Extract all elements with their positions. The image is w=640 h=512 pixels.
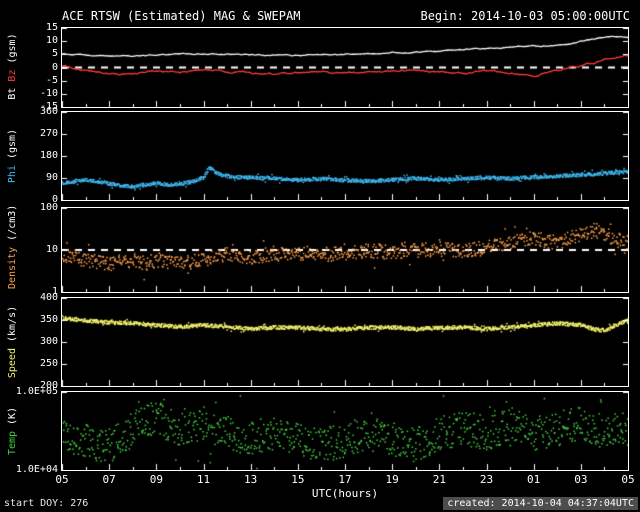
temp-unit-label: (K) bbox=[7, 406, 18, 425]
y-tick-label-mag: -10 bbox=[39, 87, 58, 99]
x-tick-label: 05 bbox=[55, 473, 69, 486]
panel-temp bbox=[61, 391, 629, 471]
y-tick-label-mag: 5 bbox=[51, 48, 58, 60]
y-tick-label-phi: 270 bbox=[39, 128, 58, 139]
panel-phi bbox=[61, 111, 629, 201]
y-tick-label-speed: 250 bbox=[39, 358, 58, 369]
y-tick-label-speed: 400 bbox=[39, 292, 58, 303]
y-tick-label-density: 10 bbox=[45, 244, 58, 255]
y-tick-label-mag: 15 bbox=[45, 22, 58, 33]
y-tick-label-temp: 1.0E+04 bbox=[15, 464, 58, 475]
y-tick-label-speed: 350 bbox=[39, 314, 58, 325]
x-tick-label: 23 bbox=[479, 473, 494, 486]
mag-plot-canvas bbox=[62, 28, 628, 107]
temp-label: Temp bbox=[7, 430, 18, 456]
x-tick-label: 07 bbox=[102, 473, 116, 486]
y-tick-label-speed: 200 bbox=[39, 380, 58, 391]
y-tick-label-density: 1 bbox=[51, 286, 58, 297]
y-tick-label-speed: 300 bbox=[39, 336, 58, 347]
x-tick-label: 05 bbox=[621, 473, 635, 486]
created-timestamp: created: 2014-10-04 04:37:04UTC bbox=[443, 497, 638, 510]
y-tick-label-phi: 0 bbox=[51, 194, 58, 205]
phi-plot-canvas bbox=[62, 112, 628, 200]
y-tick-label-mag: -5 bbox=[45, 74, 58, 86]
y-tick-label-phi: 360 bbox=[39, 106, 58, 117]
temp-plot-canvas bbox=[62, 392, 628, 470]
speed-plot-canvas bbox=[62, 298, 628, 386]
y-tick-label-mag: -15 bbox=[39, 101, 58, 112]
panel-density bbox=[61, 207, 629, 293]
x-tick-label: 01 bbox=[527, 473, 541, 486]
x-tick-label: 13 bbox=[244, 473, 258, 486]
density-plot-canvas bbox=[62, 208, 628, 292]
y-axis-label-temp: Temp (K) bbox=[5, 392, 21, 470]
x-tick-label: 09 bbox=[149, 473, 163, 486]
x-tick-label: 11 bbox=[196, 473, 211, 486]
y-tick-label-phi: 180 bbox=[39, 150, 58, 161]
panel-mag bbox=[61, 27, 629, 108]
x-axis-title: UTC(hours) bbox=[311, 487, 379, 500]
y-tick-label-mag: 0 bbox=[51, 61, 58, 73]
page-title: ACE RTSW (Estimated) MAG & SWEPAM bbox=[62, 9, 301, 23]
x-tick-label: 15 bbox=[291, 473, 305, 486]
x-tick-label: 17 bbox=[338, 473, 352, 486]
x-tick-label: 19 bbox=[385, 473, 399, 486]
x-tick-label: 03 bbox=[574, 473, 588, 486]
y-tick-label-temp: 1.0E+05 bbox=[15, 386, 58, 397]
panel-speed bbox=[61, 297, 629, 387]
start-doy-text: start DOY: 276 bbox=[4, 498, 89, 509]
x-tick-label: 21 bbox=[432, 473, 446, 486]
y-tick-label-density: 100 bbox=[39, 202, 58, 213]
y-tick-label-mag: 10 bbox=[45, 35, 58, 47]
begin-timestamp: Begin: 2014-10-03 05:00:00UTC bbox=[420, 9, 630, 23]
y-tick-label-phi: 90 bbox=[45, 172, 58, 183]
